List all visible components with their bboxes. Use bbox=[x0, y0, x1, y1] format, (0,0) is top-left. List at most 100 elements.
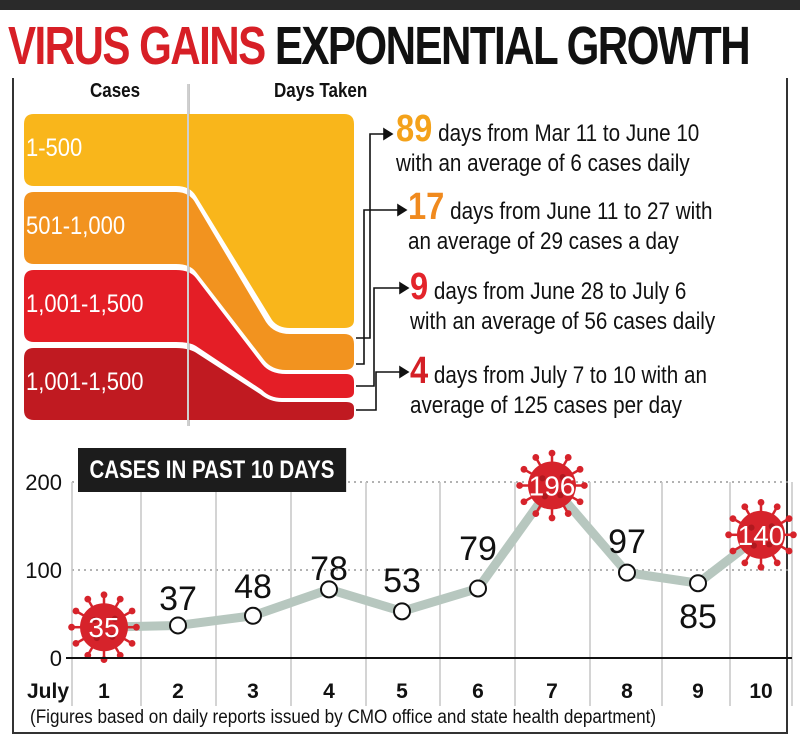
virus-marker-10-spike-tip bbox=[757, 499, 765, 506]
virus-marker-1-spike-tip bbox=[116, 651, 124, 659]
virus-marker-10-spike-tip bbox=[725, 531, 732, 539]
description-2-line1: days from June 11 to 27 with bbox=[450, 198, 713, 225]
data-label-3: 48 bbox=[234, 568, 272, 606]
virus-marker-7-spike-tip bbox=[520, 498, 528, 506]
arrow-2 bbox=[397, 203, 408, 217]
series-line bbox=[99, 481, 766, 632]
virus-marker-10-spike-tip bbox=[729, 515, 737, 522]
chart-title: CASES IN PAST 10 DAYS bbox=[78, 448, 346, 492]
virus-marker-1-spot-0 bbox=[91, 616, 98, 624]
virus-marker-7-spike-tip bbox=[576, 498, 584, 506]
virus-marker-10-spike-tip bbox=[785, 515, 793, 522]
data-point-9 bbox=[689, 574, 707, 593]
data-point-6 bbox=[469, 579, 487, 598]
virus-marker-7 bbox=[516, 449, 588, 522]
virus-marker-7-spike-tip bbox=[564, 454, 572, 461]
data-point-2 bbox=[169, 616, 187, 635]
virus-marker-7-spike-tip bbox=[576, 465, 584, 473]
flow-band-2 bbox=[24, 192, 354, 370]
virus-marker-10-spike-tip bbox=[729, 547, 737, 555]
y-tick-label-100: 100 bbox=[25, 558, 62, 583]
band-label-2: 501-1,000 bbox=[26, 212, 126, 240]
description-2-line2: an average of 29 cases a day bbox=[408, 228, 679, 255]
virus-marker-10-spike-tip bbox=[757, 563, 765, 571]
y-tick-label-200: 200 bbox=[25, 470, 62, 495]
virus-marker-1-spike-tip bbox=[133, 623, 140, 631]
x-tick-label-7: 7 bbox=[546, 680, 558, 703]
flow-bands bbox=[24, 84, 354, 426]
days-number-1: 89 bbox=[396, 108, 433, 150]
chart-series-line bbox=[99, 481, 766, 632]
virus-marker-10-spot-1 bbox=[766, 541, 773, 548]
virus-marker-10-spike-tip bbox=[773, 503, 781, 511]
virus-marker-10-spot-2 bbox=[768, 523, 775, 530]
y-tick-label-0: 0 bbox=[50, 646, 62, 671]
connector-3 bbox=[356, 287, 400, 387]
headline: VIRUS GAINS EXPONENTIAL GROWTH bbox=[8, 14, 751, 78]
band-label-4: 1,001-1,500 bbox=[26, 368, 144, 396]
connector-2 bbox=[356, 209, 398, 365]
virus-marker-7-spot-0 bbox=[539, 475, 546, 482]
data-label-2: 37 bbox=[159, 580, 197, 618]
x-tick-label-8: 8 bbox=[621, 680, 633, 703]
description-4-line1: days from July 7 to 10 with an bbox=[433, 362, 707, 389]
virus-marker-7-spike-tip bbox=[564, 510, 572, 517]
virus-marker-1-spike-tip bbox=[128, 640, 136, 647]
description-4-line2: average of 125 cases per day bbox=[410, 392, 682, 419]
data-label-6: 79 bbox=[459, 530, 497, 568]
data-label-4: 78 bbox=[310, 550, 348, 588]
virus-marker-1-spike-tip bbox=[72, 640, 80, 647]
description-1-line2: with an average of 6 cases daily bbox=[396, 150, 690, 177]
virus-marker-7-spike-tip bbox=[548, 449, 556, 457]
top-bar bbox=[0, 0, 800, 10]
x-tick-label-3: 3 bbox=[247, 680, 259, 703]
days-number-2: 17 bbox=[408, 186, 445, 228]
days-number-3: 9 bbox=[410, 266, 429, 308]
virus-marker-1-spot-3 bbox=[93, 634, 100, 642]
connector-1 bbox=[356, 133, 384, 339]
virus-marker-7-spot-1 bbox=[557, 492, 564, 499]
data-label-9: 85 bbox=[679, 598, 717, 636]
virus-marker-7-body bbox=[528, 461, 576, 510]
connector-4 bbox=[356, 371, 400, 411]
description-4: 4 days from July 7 to 10 with an average… bbox=[410, 352, 707, 421]
virus-marker-1-spike-tip bbox=[68, 623, 75, 631]
footnote: (Figures based on daily reports issued b… bbox=[30, 707, 657, 728]
arrow-3 bbox=[399, 281, 410, 295]
virus-marker-1-spike-tip bbox=[84, 595, 92, 603]
virus-marker-10-spike-tip bbox=[741, 503, 749, 511]
x-tick-label-10: 10 bbox=[749, 680, 772, 703]
virus-marker-7-spike-tip bbox=[548, 514, 556, 522]
description-2: 17 days from June 11 to 27 with an avera… bbox=[408, 188, 713, 257]
data-label-5: 53 bbox=[383, 562, 421, 600]
x-tick-label-9: 9 bbox=[692, 680, 704, 703]
description-1-line1: days from Mar 11 to June 10 bbox=[438, 120, 700, 147]
x-tick-label-1: 1 bbox=[98, 680, 110, 703]
days-taken-header: Days Taken bbox=[274, 80, 368, 102]
virus-marker-7-spot-2 bbox=[559, 474, 566, 481]
virus-marker-7-spike-tip bbox=[581, 482, 588, 489]
virus-marker-10-spike-tip bbox=[773, 559, 781, 567]
connectors bbox=[356, 127, 410, 411]
virus-marker-10-spike-tip bbox=[741, 559, 749, 567]
cases-header: Cases bbox=[90, 80, 141, 102]
virus-marker-1-spot-1 bbox=[109, 633, 116, 640]
headline-black: EXPONENTIAL GROWTH bbox=[274, 16, 751, 76]
x-tick-label-5: 5 bbox=[396, 680, 408, 703]
x-axis-label: July bbox=[27, 680, 69, 703]
description-3-line1: days from June 28 to July 6 bbox=[433, 278, 687, 305]
description-3: 9 days from June 28 to July 6 with an av… bbox=[410, 268, 715, 337]
virus-marker-10-spike-tip bbox=[790, 531, 797, 539]
band-label-3: 1,001-1,500 bbox=[26, 290, 144, 318]
flow-band-1 bbox=[24, 114, 354, 328]
virus-marker-10-body bbox=[737, 510, 785, 559]
x-tick-label-4: 4 bbox=[323, 680, 335, 703]
data-label-1: 35 bbox=[88, 612, 119, 643]
virus-marker-1-spike-tip bbox=[116, 595, 124, 603]
virus-marker-10-spot-3 bbox=[750, 542, 757, 549]
arrow-1 bbox=[383, 127, 394, 141]
virus-marker-7-spike-tip bbox=[532, 454, 540, 461]
virus-marker-1-spike-tip bbox=[72, 607, 80, 615]
data-label-7: 196 bbox=[529, 471, 576, 502]
virus-marker-7-spike-tip bbox=[516, 482, 523, 489]
